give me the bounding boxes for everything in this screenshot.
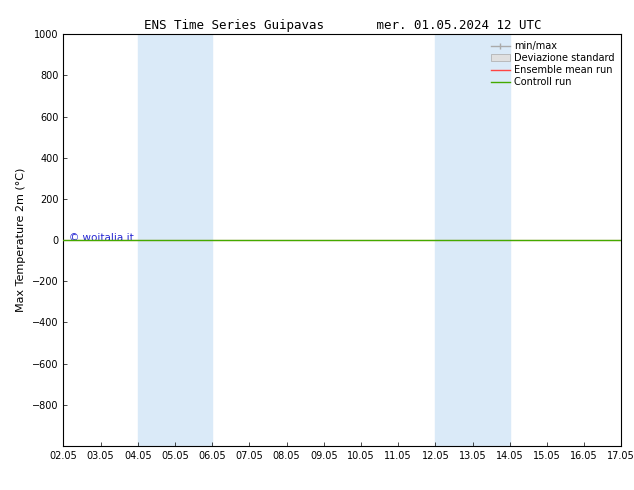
- Legend: min/max, Deviazione standard, Ensemble mean run, Controll run: min/max, Deviazione standard, Ensemble m…: [489, 39, 616, 89]
- Bar: [138, 34, 212, 446]
- Title: ENS Time Series Guipavas       mer. 01.05.2024 12 UTC: ENS Time Series Guipavas mer. 01.05.2024…: [144, 19, 541, 32]
- Y-axis label: Max Temperature 2m (°C): Max Temperature 2m (°C): [16, 168, 27, 312]
- Bar: [436, 34, 510, 446]
- Text: © woitalia.it: © woitalia.it: [69, 233, 134, 243]
